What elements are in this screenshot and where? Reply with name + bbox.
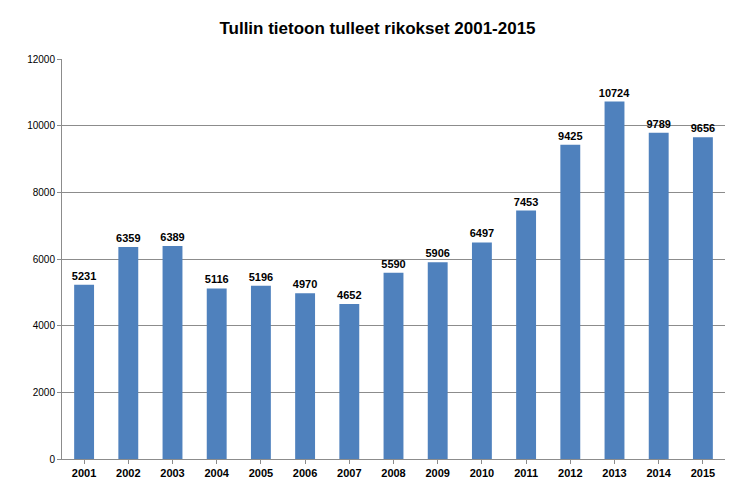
- svg-text:2011: 2011: [514, 467, 538, 479]
- svg-text:2006: 2006: [293, 467, 317, 479]
- svg-text:2010: 2010: [470, 467, 494, 479]
- svg-text:0: 0: [49, 454, 55, 465]
- svg-text:9656: 9656: [691, 122, 715, 134]
- svg-text:2003: 2003: [160, 467, 184, 479]
- svg-text:9789: 9789: [646, 118, 670, 130]
- svg-text:4652: 4652: [337, 289, 361, 301]
- svg-text:5231: 5231: [72, 270, 96, 282]
- svg-text:9425: 9425: [558, 130, 582, 142]
- svg-text:10724: 10724: [599, 87, 630, 99]
- svg-text:12000: 12000: [27, 54, 55, 65]
- svg-text:5590: 5590: [381, 258, 405, 270]
- svg-text:8000: 8000: [33, 187, 56, 198]
- svg-text:2004: 2004: [204, 467, 229, 479]
- svg-text:5116: 5116: [205, 273, 229, 285]
- svg-text:6000: 6000: [33, 254, 56, 265]
- svg-text:2002: 2002: [116, 467, 140, 479]
- svg-text:5906: 5906: [425, 247, 449, 259]
- svg-text:2001: 2001: [72, 467, 96, 479]
- svg-text:Tullin tietoon tulleet rikokse: Tullin tietoon tulleet rikokset 2001-201…: [219, 19, 535, 38]
- svg-text:2007: 2007: [337, 467, 361, 479]
- svg-text:5196: 5196: [249, 271, 273, 283]
- svg-text:2012: 2012: [558, 467, 582, 479]
- svg-text:7453: 7453: [514, 196, 538, 208]
- svg-text:6389: 6389: [160, 231, 184, 243]
- svg-text:2015: 2015: [691, 467, 715, 479]
- svg-text:2013: 2013: [602, 467, 626, 479]
- svg-text:4970: 4970: [293, 278, 317, 290]
- svg-text:4000: 4000: [33, 320, 56, 331]
- svg-text:2008: 2008: [381, 467, 405, 479]
- svg-text:2009: 2009: [425, 467, 449, 479]
- svg-text:6359: 6359: [116, 232, 140, 244]
- svg-text:10000: 10000: [27, 120, 55, 131]
- svg-text:2000: 2000: [33, 387, 56, 398]
- svg-text:6497: 6497: [470, 227, 494, 239]
- svg-text:2014: 2014: [646, 467, 671, 479]
- svg-text:2005: 2005: [249, 467, 273, 479]
